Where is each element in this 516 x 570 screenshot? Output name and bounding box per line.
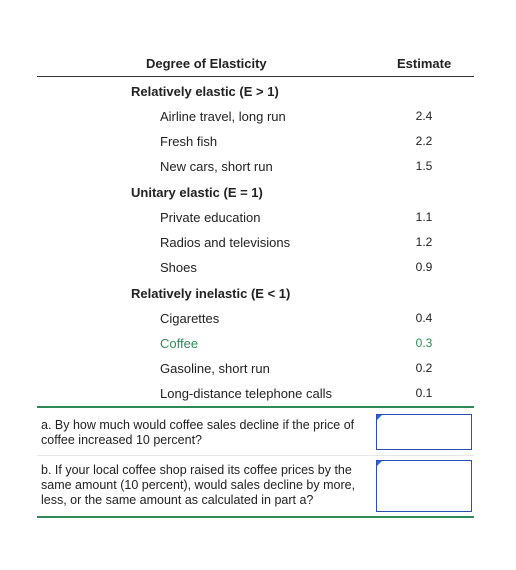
answer-b-flag-icon [377,461,382,466]
row-name-radios-televisions: Radios and televisions [160,235,291,250]
answer-b-input[interactable] [376,460,472,512]
row-name-fresh-fish: Fresh fish [160,134,218,149]
answer-a-flag-icon [377,415,382,420]
row-name-coffee: Coffee [160,336,199,351]
row-name-new-cars: New cars, short run [160,159,273,174]
row-value-radios-televisions: 1.2 [415,235,433,249]
questions-bottom-rule [37,516,474,518]
row-name-long-distance-calls: Long-distance telephone calls [160,386,333,401]
row-value-private-education: 1.1 [415,210,433,224]
degree-column-header: Degree of Elasticity [146,56,267,71]
row-value-new-cars: 1.5 [415,159,433,173]
row-name-airline-travel: Airline travel, long run [160,109,286,124]
row-value-long-distance-calls: 0.1 [415,386,433,400]
row-value-airline-travel: 2.4 [415,109,433,123]
question-b-text: b. If your local coffee shop raised its … [41,463,356,507]
category-relatively-elastic: Relatively elastic (E > 1) [131,84,279,99]
row-name-cigarettes: Cigarettes [160,311,220,326]
row-value-gasoline: 0.2 [415,361,433,375]
category-relatively-inelastic: Relatively inelastic (E < 1) [131,286,291,301]
question-divider [37,455,474,456]
header-rule [37,76,474,77]
row-name-shoes: Shoes [160,260,197,275]
row-value-cigarettes: 0.4 [415,311,433,325]
question-a-text: a. By how much would coffee sales declin… [41,418,355,447]
answer-a-input[interactable] [376,414,472,450]
row-value-shoes: 0.9 [415,260,433,274]
estimate-column-header: Estimate [397,56,452,71]
row-name-gasoline: Gasoline, short run [160,361,270,376]
table-bottom-rule [37,406,474,408]
row-name-private-education: Private education [160,210,261,225]
row-value-coffee: 0.3 [415,336,433,350]
row-value-fresh-fish: 2.2 [415,134,433,148]
category-unitary-elastic: Unitary elastic (E = 1) [131,185,263,200]
